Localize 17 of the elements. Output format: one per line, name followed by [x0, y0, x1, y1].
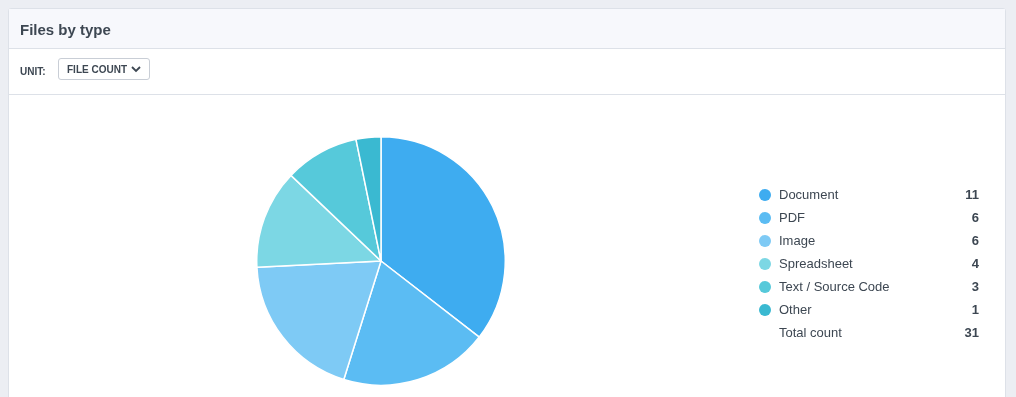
- legend-label: Spreadsheet: [779, 256, 853, 271]
- data-label: 11: [965, 187, 979, 202]
- data-label: 3: [971, 279, 979, 294]
- text: FILE COUNT: [67, 63, 127, 75]
- text: 31: [964, 325, 979, 340]
- data-label: 4: [971, 256, 979, 271]
- legend-label: Image: [779, 233, 816, 248]
- legend-label: Other: [779, 302, 812, 317]
- data-label: 6: [971, 210, 979, 225]
- legend-label: Text / Source Code: [779, 279, 890, 294]
- data-label: 6: [971, 233, 979, 248]
- text: Files by type: [20, 21, 111, 38]
- data-label: 1: [971, 302, 979, 317]
- legend-label: PDF: [779, 210, 805, 225]
- text: UNIT:: [20, 66, 46, 77]
- legend-label: Document: [779, 187, 839, 202]
- text: Total count: [779, 325, 842, 340]
